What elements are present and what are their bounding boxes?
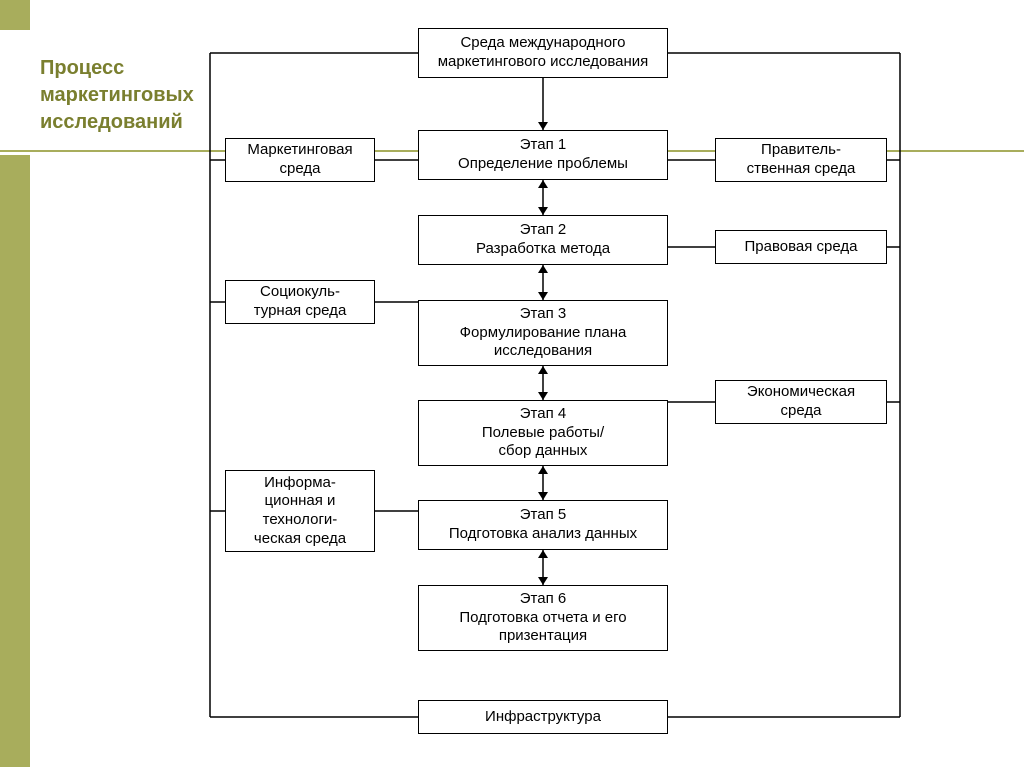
node-text: Маркетинговая [247,141,352,160]
node-text: Определение проблемы [458,155,628,174]
node-left-marketing-env: Маркетинговая среда [225,138,375,182]
node-text: призентация [499,627,587,646]
node-stage-4: Этап 4 Полевые работы/ сбор данных [418,400,668,466]
node-right-economic-env: Экономическая среда [715,380,887,424]
node-text: сбор данных [499,442,588,461]
node-right-government-env: Правитель- ственная среда [715,138,887,182]
node-text: технологи- [263,511,338,530]
node-left-sociocultural-env: Социокуль- турная среда [225,280,375,324]
node-text: Полевые работы/ [482,424,604,443]
node-text: Этап 1 [520,136,566,155]
node-text: исследования [494,342,592,361]
node-text: среда [280,160,321,179]
node-text: Информа- [264,474,336,493]
node-text: маркетингового исследования [438,53,649,72]
node-text: Этап 2 [520,221,566,240]
node-text: турная среда [254,302,347,321]
node-top-environment: Среда международного маркетингового иссл… [418,28,668,78]
node-text: Этап 4 [520,405,566,424]
node-text: Формулирование плана [460,324,627,343]
node-text: Подготовка анализ данных [449,525,637,544]
node-stage-1: Этап 1 Определение проблемы [418,130,668,180]
node-text: Правовая среда [745,238,858,257]
node-text: Этап 6 [520,590,566,609]
node-text: ственная среда [747,160,856,179]
node-text: Правитель- [761,141,841,160]
node-stage-2: Этап 2 Разработка метода [418,215,668,265]
node-stage-3: Этап 3 Формулирование плана исследования [418,300,668,366]
node-text: среда [781,402,822,421]
node-text: Разработка метода [476,240,610,259]
node-right-legal-env: Правовая среда [715,230,887,264]
node-text: ческая среда [254,530,346,549]
node-text: Среда международного [460,34,625,53]
node-infrastructure: Инфраструктура [418,700,668,734]
node-text: Этап 5 [520,506,566,525]
node-text: Экономическая [747,383,855,402]
node-text: ционная и [265,492,336,511]
node-text: Социокуль- [260,283,340,302]
diagram-canvas: Среда международного маркетингового иссл… [0,0,1024,767]
node-stage-5: Этап 5 Подготовка анализ данных [418,500,668,550]
node-text: Инфраструктура [485,708,601,727]
node-text: Этап 3 [520,305,566,324]
node-stage-6: Этап 6 Подготовка отчета и его призентац… [418,585,668,651]
node-left-info-tech-env: Информа- ционная и технологи- ческая сре… [225,470,375,552]
node-text: Подготовка отчета и его [459,609,626,628]
